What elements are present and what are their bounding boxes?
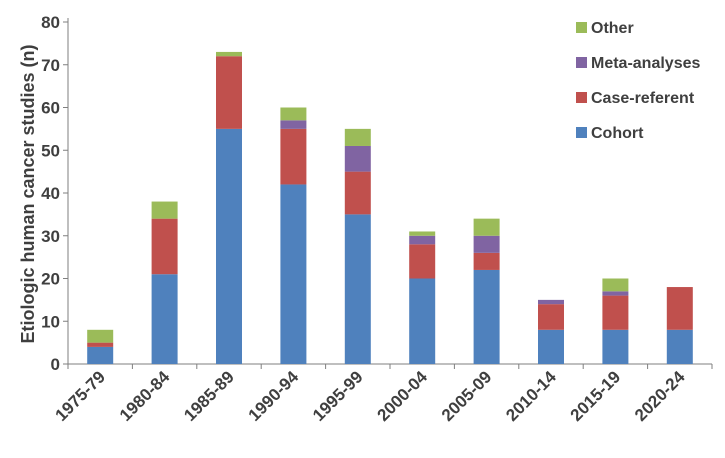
bar-segment-cohort-1985-89 xyxy=(216,128,242,364)
bar-segment-meta-analyses-1990-94 xyxy=(280,120,307,129)
y-tick-label: 40 xyxy=(41,184,60,203)
x-tick-label: 1980-84 xyxy=(116,367,174,425)
bar-segment-case-referent-2020-24 xyxy=(666,287,693,330)
bar-segment-cohort-2005-09 xyxy=(473,269,500,364)
bar-segment-other-1975-79 xyxy=(87,329,114,343)
y-tick-label: 70 xyxy=(41,56,60,75)
bar-segment-case-referent-1990-94 xyxy=(280,128,307,185)
bar-segment-case-referent-1975-79 xyxy=(87,342,114,347)
bar-segment-other-1980-84 xyxy=(151,201,178,219)
y-tick-label: 10 xyxy=(41,312,60,331)
x-tick-label: 2020-24 xyxy=(631,367,689,425)
bar-segment-meta-analyses-2005-09 xyxy=(473,235,500,253)
legend-swatch-case-referent xyxy=(576,92,587,103)
x-tick-label: 1995-99 xyxy=(309,367,367,425)
x-tick-label: 1975-79 xyxy=(51,367,109,425)
bars xyxy=(87,51,693,364)
y-tick-label: 50 xyxy=(41,141,60,160)
bar-segment-case-referent-2000-04 xyxy=(409,244,436,279)
bar-segment-case-referent-1985-89 xyxy=(216,56,242,129)
bar-segment-cohort-2015-19 xyxy=(602,329,629,364)
bar-segment-meta-analyses-2000-04 xyxy=(409,235,436,245)
bar-segment-case-referent-1995-99 xyxy=(344,171,371,215)
legend-label: Other xyxy=(591,20,634,37)
bar-segment-cohort-2000-04 xyxy=(409,278,436,364)
bar-segment-case-referent-2010-14 xyxy=(538,304,564,330)
bar-segment-other-2000-04 xyxy=(409,231,436,236)
y-tick-label: 30 xyxy=(41,227,60,246)
bar-segment-other-2005-09 xyxy=(473,218,500,236)
legend-label: Meta-analyses xyxy=(591,55,700,72)
legend-swatch-other xyxy=(576,22,587,33)
bar-segment-other-1990-94 xyxy=(280,107,307,121)
bar-segment-other-1985-89 xyxy=(216,51,242,57)
y-tick-label: 80 xyxy=(41,13,60,32)
bar-segment-other-1995-99 xyxy=(344,128,371,146)
y-tick-label: 0 xyxy=(51,355,60,374)
bar-segment-meta-analyses-2015-19 xyxy=(602,291,629,296)
x-tick-label: 2005-09 xyxy=(438,367,496,425)
bar-segment-other-2015-19 xyxy=(602,278,629,292)
x-tick-label: 2000-04 xyxy=(373,367,431,425)
bar-segment-meta-analyses-1995-99 xyxy=(344,145,371,172)
legend-swatch-cohort xyxy=(576,127,587,138)
bar-segment-cohort-2010-14 xyxy=(538,329,564,364)
bar-segment-case-referent-2005-09 xyxy=(473,252,500,270)
bar-segment-cohort-1995-99 xyxy=(344,214,371,364)
bar-segment-cohort-2020-24 xyxy=(666,329,693,364)
y-tick-label: 20 xyxy=(41,270,60,289)
legend-swatch-meta-analyses xyxy=(576,57,587,68)
x-tick-label: 1985-89 xyxy=(180,367,238,425)
bar-segment-meta-analyses-2010-14 xyxy=(538,299,564,305)
x-tick-label: 2015-19 xyxy=(567,367,625,425)
x-tick-label: 1990-94 xyxy=(245,367,303,425)
bar-segment-cohort-1975-79 xyxy=(87,346,114,364)
bar-segment-case-referent-2015-19 xyxy=(602,295,629,330)
bar-segment-cohort-1980-84 xyxy=(151,274,178,364)
y-tick-label: 60 xyxy=(41,99,60,118)
legend-label: Cohort xyxy=(591,125,644,142)
bar-segment-cohort-1990-94 xyxy=(280,184,307,364)
legend-label: Case-referent xyxy=(591,90,695,107)
bar-segment-case-referent-1980-84 xyxy=(151,218,178,275)
y-axis-title: Etiologic human cancer studies (n) xyxy=(18,44,38,343)
x-tick-label: 2010-14 xyxy=(502,367,560,425)
legend: Other Meta-analyses Case-referent Cohort xyxy=(576,20,700,142)
